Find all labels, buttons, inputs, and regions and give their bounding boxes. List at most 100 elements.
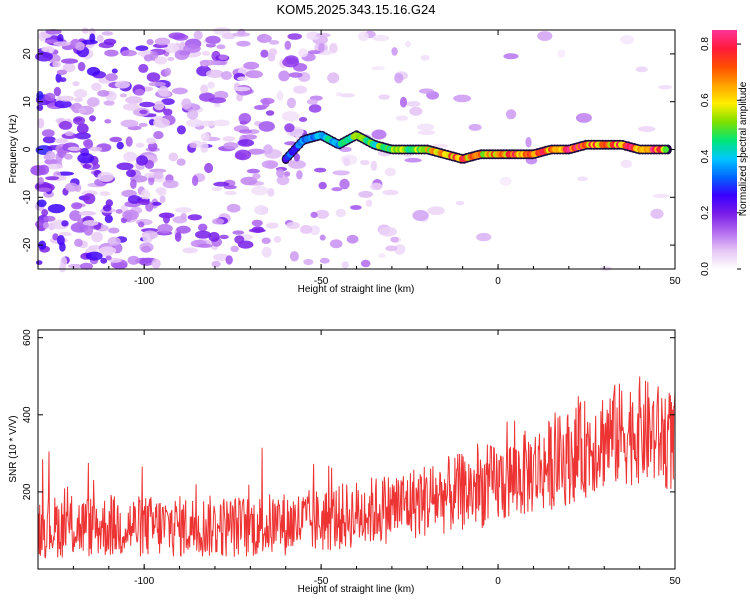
spectrogram-noise-blob [230, 245, 239, 253]
spectrogram-noise-blob [114, 80, 130, 89]
spectrogram-y-ticks: -20 -10 0 10 20 [22, 48, 675, 252]
spectrogram-noise-blob [223, 142, 239, 150]
spectrogram-noise-blob [138, 221, 145, 228]
spectrogram-noise-blob [37, 118, 45, 129]
spectrogram-noise-blob [360, 259, 371, 268]
spectrogram-noise-blob [251, 219, 263, 227]
spectrogram-noise-blob [245, 70, 263, 79]
spectrogram-noise-blob [103, 38, 117, 45]
spectrogram-noise-blob [174, 231, 182, 242]
colorbar-gradient [712, 30, 737, 269]
spectrogram-noise-blob [87, 97, 100, 107]
spectrogram-noise-blob [140, 189, 150, 201]
colorbar-tick-label: 0.4 [700, 149, 711, 163]
spectrogram-noise-blob [182, 247, 198, 254]
spectrogram-noise-blob [247, 148, 265, 155]
spectrogram-noise-blob [261, 160, 279, 169]
spectrogram-noise-blob [164, 43, 179, 53]
spectrogram-noise-blob [162, 179, 179, 189]
spectrogram-noise-blob [82, 193, 96, 205]
spectrogram-noise-blob [168, 152, 179, 162]
spectrogram-noise-blob [658, 84, 672, 90]
spectrogram-noise-blob [391, 47, 398, 56]
spectrogram-noise-blob [153, 117, 170, 128]
snr-y-label: SNR (10 * V/V) [8, 415, 19, 482]
spectrogram-noise-blob [151, 258, 161, 269]
spectrogram-noise-blob [109, 136, 123, 143]
spectrogram-noise-blob [115, 209, 123, 214]
spectrogram-noise-blob [276, 175, 290, 186]
spectrogram-noise-blob [319, 257, 330, 264]
spectrogram-noise-blob [620, 35, 635, 45]
spectrogram-noise-blob [327, 72, 340, 84]
spectrogram-noise-blob [154, 37, 171, 46]
spectrogram-noise-blob [288, 72, 303, 78]
x-tick-label: -50 [314, 276, 329, 287]
spectrogram-noise-blob [358, 31, 369, 42]
spectrogram-noise-blob [289, 251, 299, 262]
spectrogram-noise-blob [399, 96, 408, 108]
spectrogram-noise-blob [153, 131, 164, 140]
spectrogram-noise-blob [47, 204, 66, 214]
spectrogram-noise-blob [59, 120, 72, 130]
spectrogram-noise-blob [211, 186, 223, 192]
spectrogram-ridge-point [662, 146, 669, 153]
spectrogram-noise-blob [54, 138, 69, 144]
colorbar-tick-label: 0.2 [700, 205, 711, 219]
x-tick-label: -100 [134, 276, 154, 287]
y-tick-label: 400 [22, 406, 33, 423]
spectrogram-noise-blob [242, 134, 257, 140]
spectrogram-noise-blob [76, 123, 89, 134]
spectrogram-noise-blob [119, 93, 127, 98]
spectrogram-noise-blob [163, 108, 173, 116]
spectrogram-noise-blob [284, 123, 295, 133]
spectrogram-noise-blob [102, 204, 112, 212]
spectrogram-noise-blob [69, 210, 82, 222]
spectrogram-noise-blob [298, 48, 309, 58]
spectrogram-noise-blob [41, 46, 48, 52]
spectrogram-noise-blob [332, 170, 351, 176]
spectrogram-noise-blob [88, 245, 102, 250]
spectrogram-noise-blob [74, 238, 83, 247]
spectrogram-noise-blob [83, 139, 91, 147]
spectrogram-noise-blob [125, 96, 143, 104]
spectrogram-noise-blob [406, 101, 421, 107]
spectrogram-noise-blob [198, 223, 208, 232]
spectrogram-noise-blob [116, 141, 124, 150]
spectrogram-noise-blob [318, 181, 327, 190]
spectrogram-noise-blob [419, 88, 434, 94]
spectrogram-noise-blob [557, 49, 566, 58]
spectrogram-noise-blob [146, 137, 157, 145]
spectrogram-noise-blob [331, 187, 343, 192]
spectrogram-noise-blob [146, 39, 154, 45]
spectrogram-noise-blob [162, 212, 171, 224]
spectrogram-noise-blob [187, 214, 202, 221]
colorbar: 0.0 0.2 0.4 0.6 0.8 Normalized spectral ampl… [700, 30, 749, 276]
spectrogram-noise-blob [650, 208, 664, 219]
spectrogram-noise-blob [282, 57, 300, 68]
spectrogram-noise-blob [315, 209, 329, 219]
spectrogram-noise-blob [283, 171, 291, 177]
spectrogram-noise-blob [248, 228, 266, 233]
spectrogram-noise-blob [85, 251, 103, 261]
spectrogram-noise-blob [221, 32, 237, 40]
spectrogram-noise-blob [78, 211, 97, 216]
spectrogram-noise-blob [121, 49, 137, 57]
colorbar-tick-label: 0.0 [700, 262, 711, 276]
spectrogram-noise-blob [104, 214, 113, 224]
spectrogram-ridge [281, 130, 672, 165]
spectrogram-noise-blob [315, 32, 331, 38]
spectrogram-noise-blob [149, 168, 167, 173]
spectrogram-noise-blob [412, 210, 429, 221]
spectrogram-noise-blob [127, 195, 142, 204]
spectrogram-noise-blob [281, 111, 300, 122]
x-tick-label: 0 [495, 576, 501, 587]
spectrogram-noise-blob [138, 63, 149, 73]
colorbar-tick-label: 0.6 [700, 93, 711, 107]
spectrogram-noise-blob [154, 56, 167, 65]
x-tick-label: 0 [495, 276, 501, 287]
spectrogram-noise-blob [476, 232, 492, 242]
spectrogram-noise-blob [176, 158, 186, 166]
spectrogram-noise-blob [77, 152, 95, 164]
spectrogram-noise-blob [251, 186, 269, 196]
